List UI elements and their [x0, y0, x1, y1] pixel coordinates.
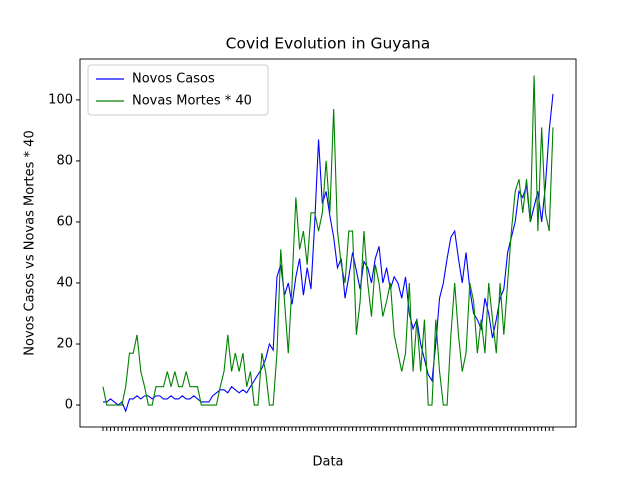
plot-frame	[79, 58, 577, 428]
y-tick-label: 40	[56, 275, 73, 290]
legend-label: Novas Mortes * 40	[132, 94, 252, 109]
y-tick-label: 0	[65, 398, 73, 413]
legend-label: Novos Casos	[132, 72, 215, 87]
y-tick-label: 100	[48, 92, 73, 107]
x-axis-label: Data	[312, 455, 343, 470]
line-series	[102, 75, 554, 406]
chart-title: Covid Evolution in Guyana	[226, 35, 431, 53]
legend-box	[87, 64, 269, 116]
line-series	[103, 93, 554, 413]
y-tick-label: 20	[56, 337, 73, 352]
y-tick-label: 60	[56, 214, 73, 229]
y-tick-label: 80	[56, 153, 73, 168]
y-axis-label: Novos Casos vs Novas Mortes * 40	[23, 130, 38, 355]
